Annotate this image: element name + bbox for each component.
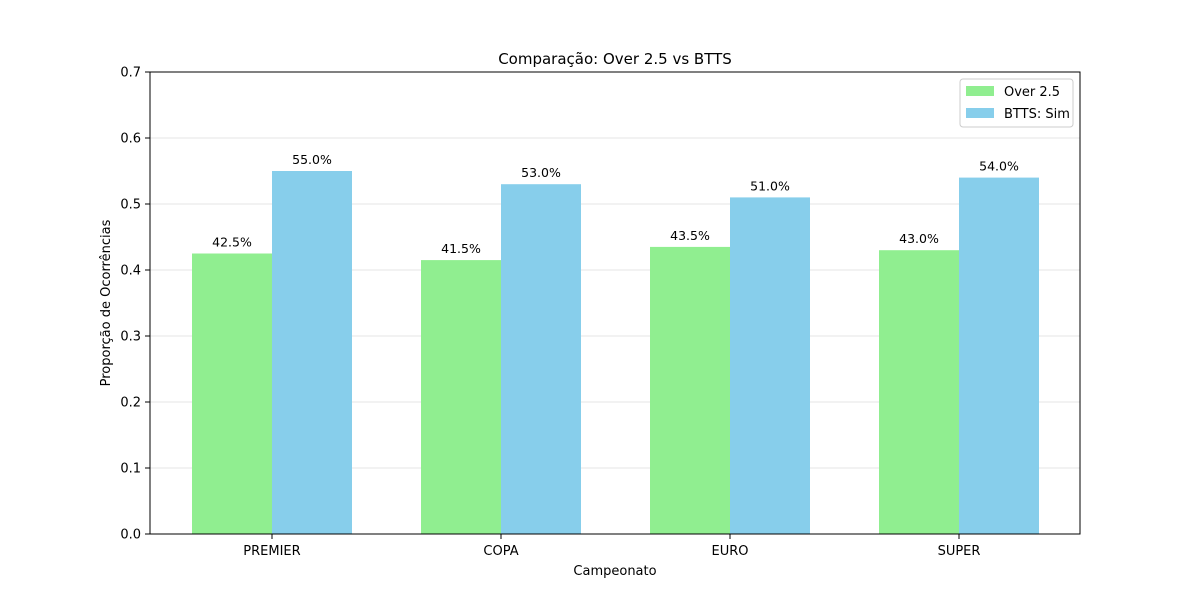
bar-over25-premier (192, 253, 272, 534)
bar-value-label: 43.5% (670, 228, 710, 243)
labels-layer: 42.5% 55.0% 41.5% 53.0% 43.5% 51.0% 43.0% 54.0% (212, 152, 1019, 256)
y-tick-label: 0.2 (120, 396, 141, 411)
x-axis-label: Campeonato (573, 564, 656, 579)
bar-btts-copa (501, 184, 581, 534)
y-tick-label: 0.4 (120, 264, 141, 279)
bar-btts-euro (730, 197, 810, 534)
y-tick-label: 0.5 (120, 198, 141, 213)
legend-swatch-btts (966, 108, 994, 118)
bar-value-label: 41.5% (441, 241, 481, 256)
y-tick-label: 0.1 (120, 462, 141, 477)
bar-over25-super (879, 250, 959, 534)
y-axis-label: Proporção de Ocorrências (99, 219, 114, 386)
y-tick-label: 0.7 (120, 66, 141, 81)
x-tick-label: SUPER (938, 544, 981, 559)
x-tick-label: PREMIER (243, 544, 300, 559)
bars-layer (192, 171, 1039, 534)
plot-frame (149, 71, 1081, 535)
x-tick-label: COPA (483, 544, 518, 559)
bar-over25-euro (650, 246, 730, 534)
axes-layer: PREMIER COPA EURO SUPER 0.0 0.1 0.2 0.3 0.4 0.5 0.… (120, 66, 1081, 559)
bar-value-label: 51.0% (750, 178, 790, 193)
y-tick-label: 0.3 (120, 330, 141, 345)
bar-over25-copa (421, 260, 501, 534)
bar-value-label: 43.0% (899, 231, 939, 246)
legend-label-over25: Over 2.5 (1004, 85, 1060, 100)
y-tick-label: 0.0 (120, 528, 141, 543)
x-tick-label: EURO (712, 544, 749, 559)
y-tick-label: 0.6 (120, 132, 141, 147)
legend-swatch-over25 (966, 86, 994, 96)
bar-btts-premier (272, 171, 352, 534)
bar-value-label: 55.0% (292, 152, 332, 167)
legend-label-btts: BTTS: Sim (1004, 107, 1070, 122)
bar-value-label: 53.0% (521, 165, 561, 180)
bar-value-label: 54.0% (979, 159, 1019, 174)
legend: Over 2.5 BTTS: Sim (959, 78, 1074, 128)
chart-title: Comparação: Over 2.5 vs BTTS (498, 50, 732, 68)
bar-btts-super (959, 177, 1039, 534)
bar-value-label: 42.5% (212, 235, 252, 250)
